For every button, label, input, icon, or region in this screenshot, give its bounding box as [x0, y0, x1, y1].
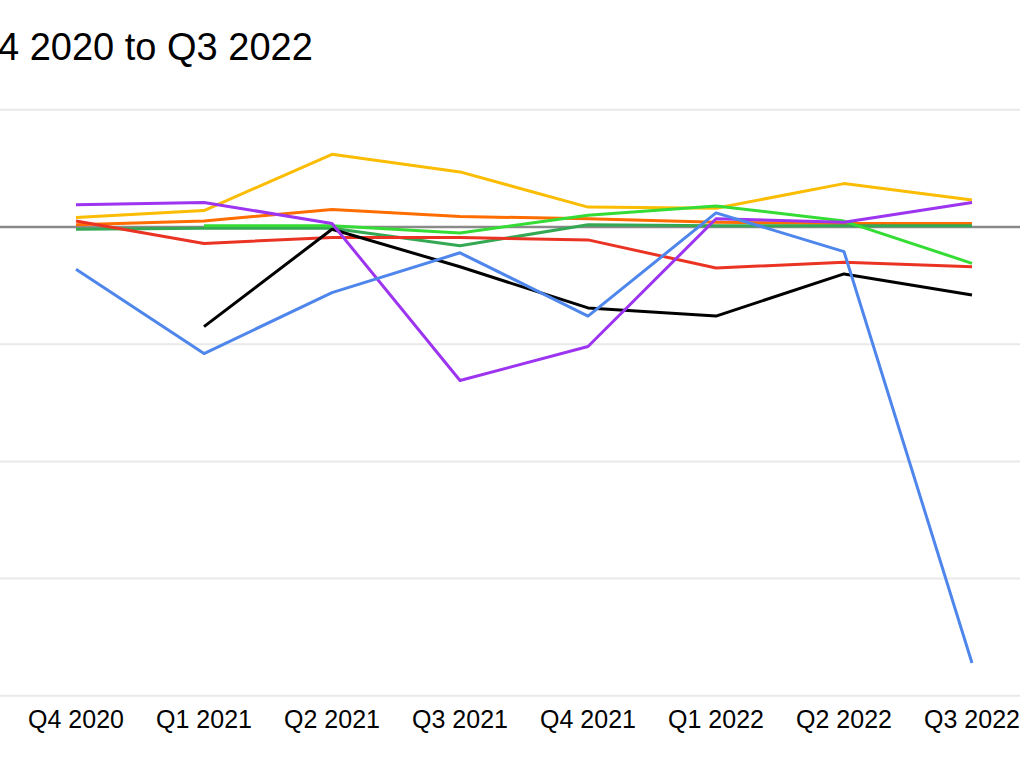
x-tick-label: Q3 2022 [902, 704, 1020, 734]
x-tick-label: Q4 2020 [6, 704, 146, 734]
series-line-blue [76, 213, 972, 663]
x-tick-label: Q1 2021 [134, 704, 274, 734]
gridlines [0, 110, 1020, 696]
series-line-black [204, 229, 972, 326]
series-line-bright-green [204, 206, 972, 263]
x-tick-label: Q1 2022 [646, 704, 786, 734]
series-line-amber [76, 154, 972, 217]
x-tick-label: Q2 2021 [262, 704, 402, 734]
series-lines [76, 154, 972, 663]
x-tick-label: Q3 2021 [390, 704, 530, 734]
line-chart [0, 0, 1020, 764]
x-tick-label: Q2 2022 [774, 704, 914, 734]
chart-container: 4 2020 to Q3 2022 Q4 2020Q1 2021Q2 2021Q… [0, 0, 1020, 764]
x-tick-label: Q4 2021 [518, 704, 658, 734]
chart-title: 4 2020 to Q3 2022 [0, 25, 313, 69]
